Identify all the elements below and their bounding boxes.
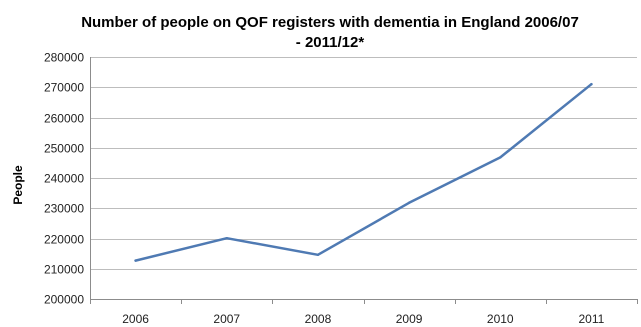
data-point: [590, 83, 593, 86]
data-point: [407, 201, 411, 205]
data-point: [499, 156, 502, 159]
data-point: [134, 259, 137, 262]
x-tick-label: 2010: [487, 312, 514, 326]
x-tick-labels: 2006 2007 2008 2009 2010 2011: [122, 312, 604, 326]
chart-title-line-2: - 2011/12*: [296, 34, 365, 51]
y-tick-label: 210000: [44, 263, 84, 277]
gridlines: [90, 57, 637, 270]
series: [134, 82, 593, 262]
data-point: [225, 236, 228, 240]
x-tick-label: 2006: [122, 312, 149, 326]
y-tick-label: 220000: [44, 233, 84, 247]
chart-title-line-1: Number of people on QOF registers with d…: [81, 14, 579, 31]
axes: [90, 57, 638, 304]
y-tick-label: 240000: [44, 172, 84, 186]
x-tick-label: 2007: [213, 312, 240, 326]
y-tick-label: 280000: [44, 51, 84, 65]
y-tick-label: 260000: [44, 112, 84, 126]
data-point: [316, 253, 320, 257]
y-tick-label: 270000: [44, 81, 84, 95]
x-tick-label: 2009: [396, 312, 423, 326]
y-tick-label: 250000: [44, 142, 84, 156]
series-line: [134, 82, 593, 262]
y-tick-label: 230000: [44, 202, 84, 216]
y-axis-label: People: [11, 165, 25, 205]
x-tick-label: 2008: [305, 312, 332, 326]
x-tick-label: 2011: [579, 312, 605, 326]
y-tick-label: 200000: [44, 293, 84, 307]
y-tick-labels: 200000 210000 220000 230000 240000 250000 2600…: [44, 51, 84, 307]
